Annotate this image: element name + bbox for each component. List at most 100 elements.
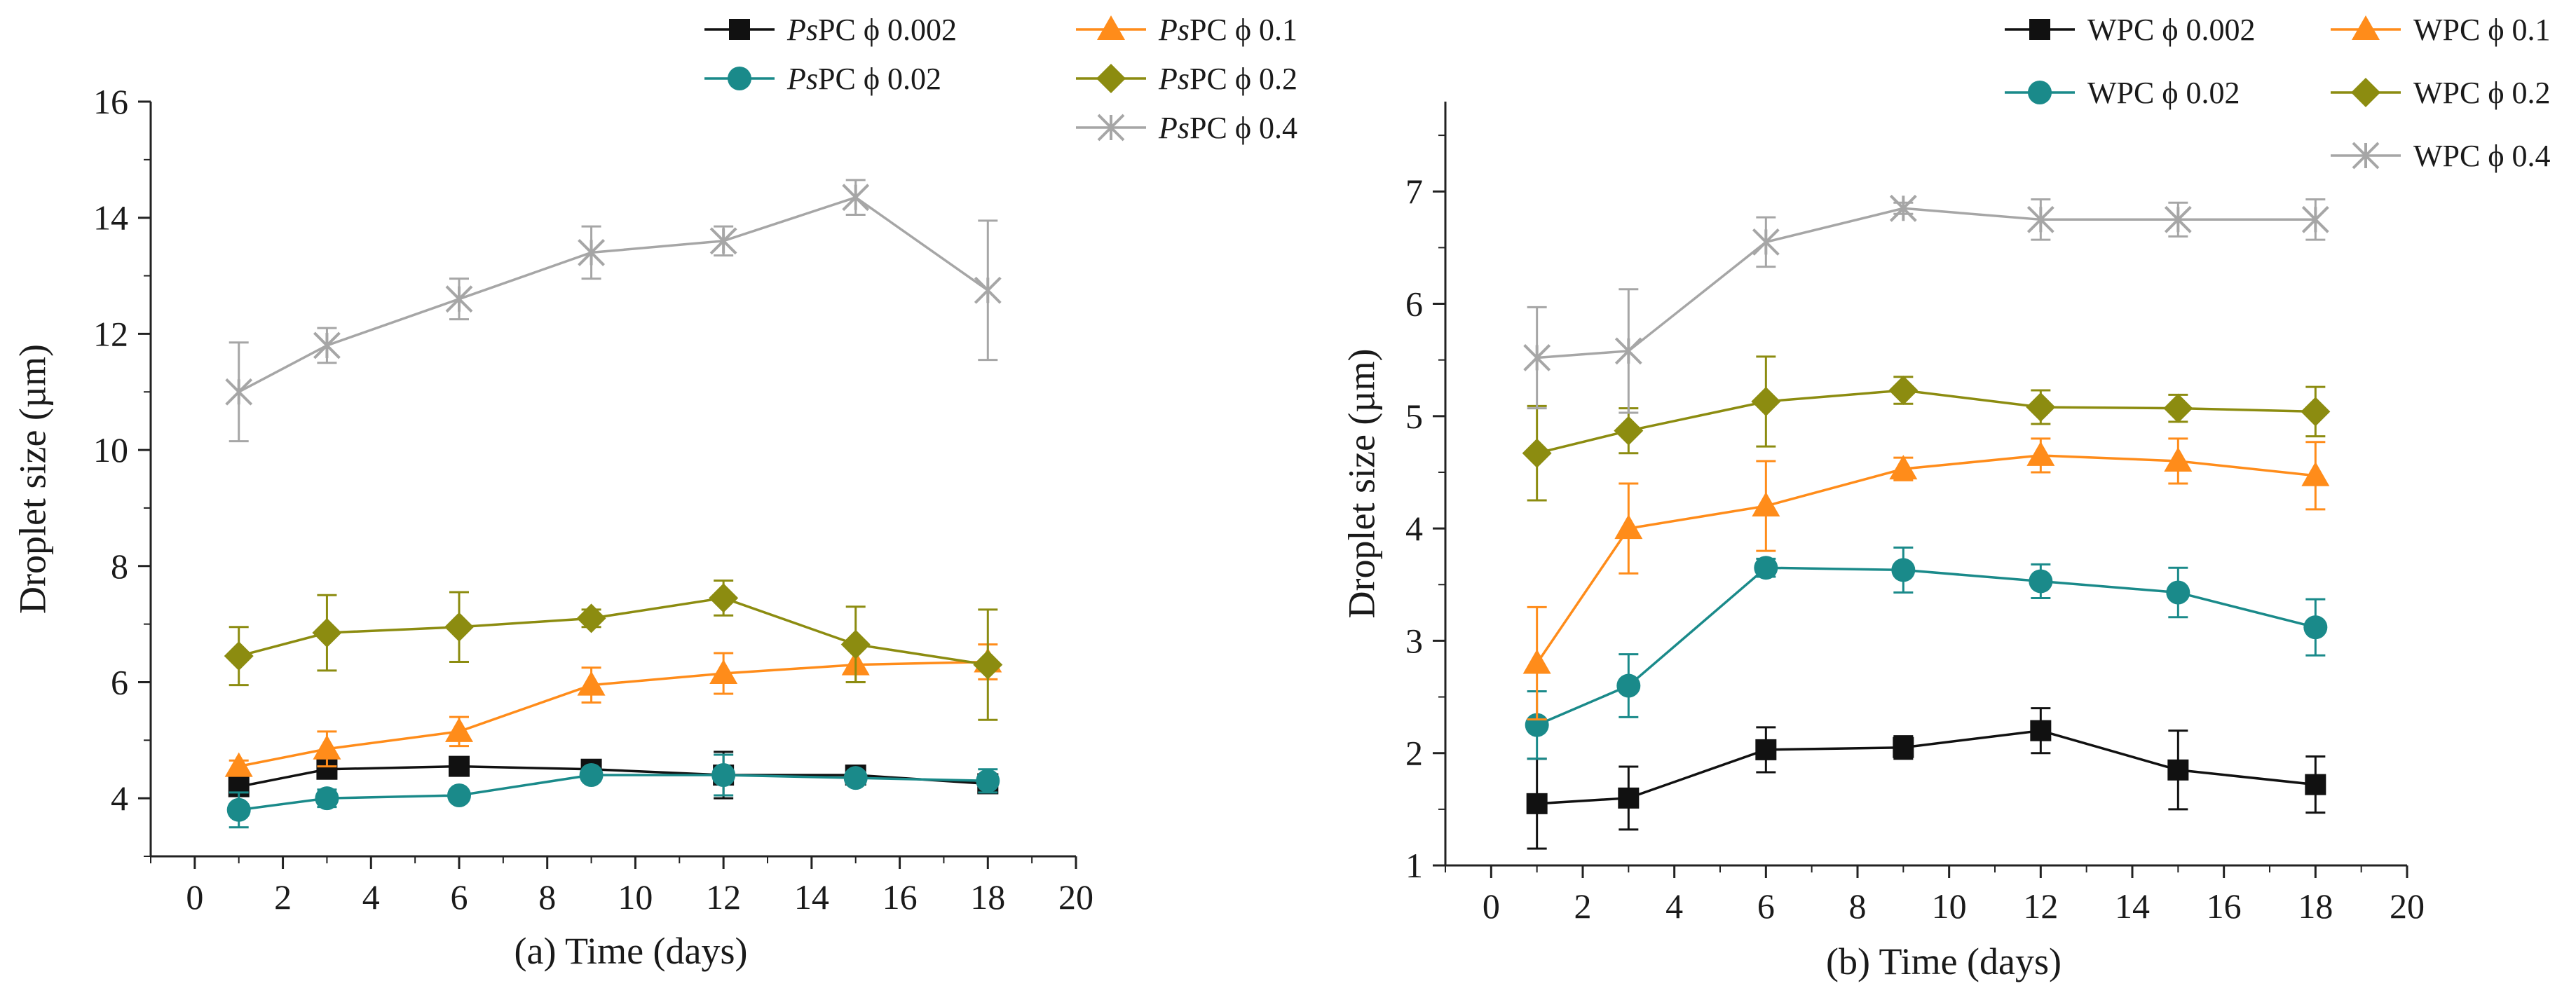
x-tick-label: 12	[2023, 886, 2058, 926]
legend-label: PsPC ϕ 0.02	[786, 62, 941, 96]
y-tick-label: 6	[111, 662, 128, 701]
series-line	[238, 774, 988, 811]
y-tick-label: 16	[93, 82, 128, 121]
legend-label: WPC ϕ 0.2	[2413, 76, 2551, 110]
legend-item: PsPC ϕ 0.002	[704, 13, 957, 47]
y-tick-label: 4	[1405, 509, 1423, 548]
x-tick-label: 2	[274, 877, 292, 917]
legend-item: WPC ϕ 0.4	[2331, 139, 2551, 173]
data-point	[1889, 194, 1917, 222]
series-orange	[224, 643, 1002, 777]
y-tick-label: 12	[93, 314, 128, 353]
series-line	[238, 765, 988, 788]
data-point	[1614, 416, 1644, 446]
legend-marker	[729, 19, 750, 40]
y-tick-label: 3	[1405, 621, 1423, 660]
data-point	[709, 583, 739, 613]
data-point	[224, 752, 253, 777]
x-tick-label: 18	[2298, 886, 2333, 926]
series-gray	[225, 179, 1002, 443]
legend-label: PsPC ϕ 0.002	[786, 13, 957, 47]
data-point	[445, 717, 473, 742]
data-point	[2030, 720, 2052, 741]
x-tick-label: 16	[2207, 886, 2242, 926]
legend-label-text: PC ϕ 0.4	[1190, 111, 1297, 145]
legend-label-text: WPC ϕ 0.1	[2413, 13, 2551, 47]
legend-item: WPC ϕ 0.1	[2331, 13, 2551, 47]
data-point	[313, 331, 341, 359]
legend-label-text: WPC ϕ 0.2	[2413, 76, 2551, 110]
data-point	[1616, 673, 1641, 698]
x-tick-label: 20	[2390, 886, 2425, 926]
legend-label-italic: Ps	[786, 13, 818, 47]
legend-item: PsPC ϕ 0.1	[1076, 13, 1297, 47]
legend-marker	[728, 67, 751, 90]
data-point	[711, 763, 736, 788]
chart-panel-a: 0 2 4 6 8 10 12 14 16 18 20 4 6 8 10 12 14 16 Droplet size…	[11, 13, 1297, 972]
data-point	[447, 783, 471, 808]
legend-label-text: PC ϕ 0.2	[1190, 62, 1297, 96]
legend-marker	[2351, 78, 2380, 107]
x-axis-title: (b) Time (days)	[1826, 940, 2062, 982]
data-point	[579, 763, 604, 788]
legend-label-text: PC ϕ 0.1	[1190, 13, 1297, 47]
legend-label-italic: Ps	[786, 62, 818, 96]
x-tick-label: 12	[706, 877, 741, 917]
legend-label-italic: Ps	[1158, 111, 1190, 145]
series-gray	[1523, 194, 2329, 414]
data-point	[1523, 344, 1551, 371]
y-tick-label: 5	[1405, 397, 1423, 436]
legend-label: WPC ϕ 0.1	[2413, 13, 2551, 47]
x-tick-label: 6	[451, 877, 468, 917]
data-point	[842, 184, 870, 212]
data-point	[2301, 397, 2331, 427]
legend-label: WPC ϕ 0.002	[2087, 13, 2256, 47]
x-tick-label: 20	[1058, 877, 1093, 917]
x-axis-title: (a) Time (days)	[514, 930, 748, 972]
x-tick-label: 4	[362, 877, 380, 917]
legend-label: PsPC ϕ 0.4	[1158, 111, 1297, 145]
data-point	[1752, 492, 1780, 517]
data-point	[449, 755, 470, 777]
legend-marker	[2352, 142, 2380, 170]
legend-marker	[1097, 114, 1125, 142]
data-point	[1522, 438, 1552, 468]
y-tick-label: 7	[1405, 172, 1423, 211]
y-axis-title: Droplet size (µm)	[1340, 349, 1382, 619]
legend-label-text: WPC ϕ 0.02	[2087, 76, 2240, 110]
y-tick-label: 6	[1405, 285, 1423, 324]
data-point	[1888, 375, 1919, 405]
y-tick-label: 10	[93, 430, 128, 470]
series-teal	[1525, 546, 2328, 760]
legend-label-text: WPC ϕ 0.002	[2087, 13, 2256, 47]
data-point	[843, 766, 868, 790]
x-tick-label: 0	[186, 877, 203, 917]
x-tick-label: 18	[970, 877, 1005, 917]
y-tick-label: 1	[1405, 846, 1423, 885]
legend-label-text: WPC ϕ 0.4	[2413, 139, 2551, 173]
series-line	[238, 196, 989, 393]
data-point	[2301, 205, 2329, 233]
series-teal	[226, 753, 1000, 829]
x-tick-label: 10	[618, 877, 653, 917]
y-tick-label: 14	[93, 198, 128, 238]
x-tick-label: 14	[794, 877, 829, 917]
series-olive	[224, 579, 1003, 721]
series-line	[1536, 454, 2316, 664]
data-point	[1614, 337, 1642, 365]
data-point	[2026, 441, 2055, 466]
legend-label-italic: Ps	[1158, 62, 1190, 96]
data-point	[312, 618, 342, 648]
x-tick-label: 2	[1574, 886, 1592, 926]
data-point	[224, 641, 254, 671]
x-tick-label: 0	[1483, 886, 1500, 926]
legend-label: WPC ϕ 0.4	[2413, 139, 2551, 173]
data-point	[1526, 793, 1548, 814]
data-point	[1618, 787, 1640, 809]
data-point	[576, 603, 606, 633]
legend-item: WPC ϕ 0.2	[2331, 76, 2551, 110]
data-point	[226, 797, 251, 822]
x-tick-label: 6	[1757, 886, 1775, 926]
